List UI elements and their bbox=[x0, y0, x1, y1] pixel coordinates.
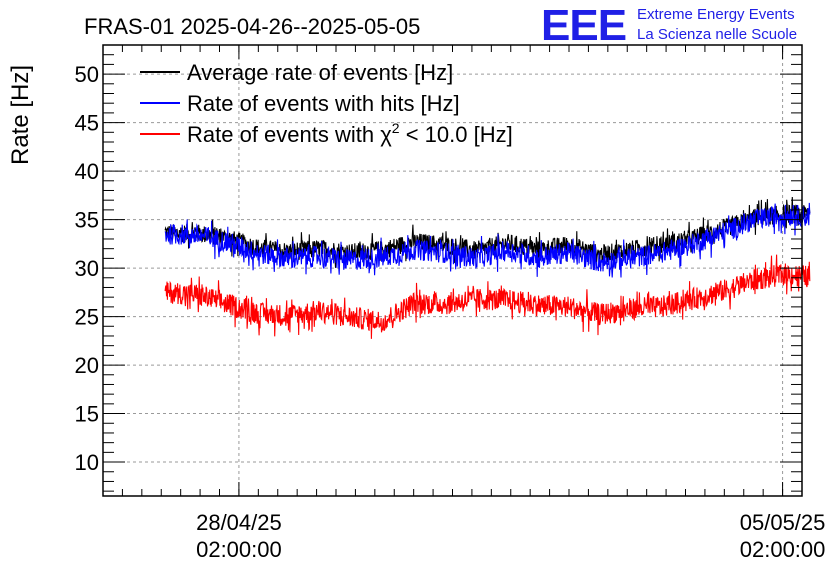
y-tick-label: 45 bbox=[75, 111, 99, 136]
y-tick-label: 40 bbox=[75, 159, 99, 184]
x-tick-time: 02:00:00 bbox=[196, 537, 282, 562]
y-tick-label: 50 bbox=[75, 62, 99, 87]
y-tick-label: 25 bbox=[75, 305, 99, 330]
y-tick-label: 10 bbox=[75, 450, 99, 475]
x-tick-date: 05/05/25 bbox=[740, 510, 826, 535]
logo-line-2: La Scienza nelle Scuole bbox=[637, 26, 797, 43]
legend: Average rate of events [Hz] Rate of even… bbox=[140, 60, 513, 147]
x-tick-time: 02:00:00 bbox=[740, 537, 826, 562]
y-tick-labels: 10 15 20 25 30 35 40 45 50 bbox=[75, 62, 99, 475]
legend-label-hits: Rate of events with hits [Hz] bbox=[187, 91, 460, 116]
grid-lines bbox=[103, 45, 802, 496]
y-tick-label: 30 bbox=[75, 256, 99, 281]
series-chi2-rate bbox=[164, 254, 811, 339]
y-axis-label: Rate [Hz] bbox=[7, 65, 34, 165]
eee-logo: EEE Extreme Energy Events La Scienza nel… bbox=[541, 1, 797, 50]
legend-label-average: Average rate of events [Hz] bbox=[187, 60, 453, 85]
legend-label-chi2: Rate of events with χ2 < 10.0 [Hz] bbox=[187, 120, 513, 147]
logo-mark: EEE bbox=[541, 1, 626, 50]
chart-title: FRAS-01 2025-04-26--2025-05-05 bbox=[84, 14, 420, 39]
y-tick-label: 35 bbox=[75, 208, 99, 233]
series-layer bbox=[164, 196, 811, 339]
y-tick-label: 20 bbox=[75, 353, 99, 378]
y-tick-label: 15 bbox=[75, 402, 99, 427]
logo-line-1: Extreme Energy Events bbox=[637, 6, 795, 23]
axis-ticks bbox=[102, 44, 803, 496]
x-tick-date: 28/04/25 bbox=[196, 510, 282, 535]
series-hits-rate bbox=[164, 202, 811, 278]
